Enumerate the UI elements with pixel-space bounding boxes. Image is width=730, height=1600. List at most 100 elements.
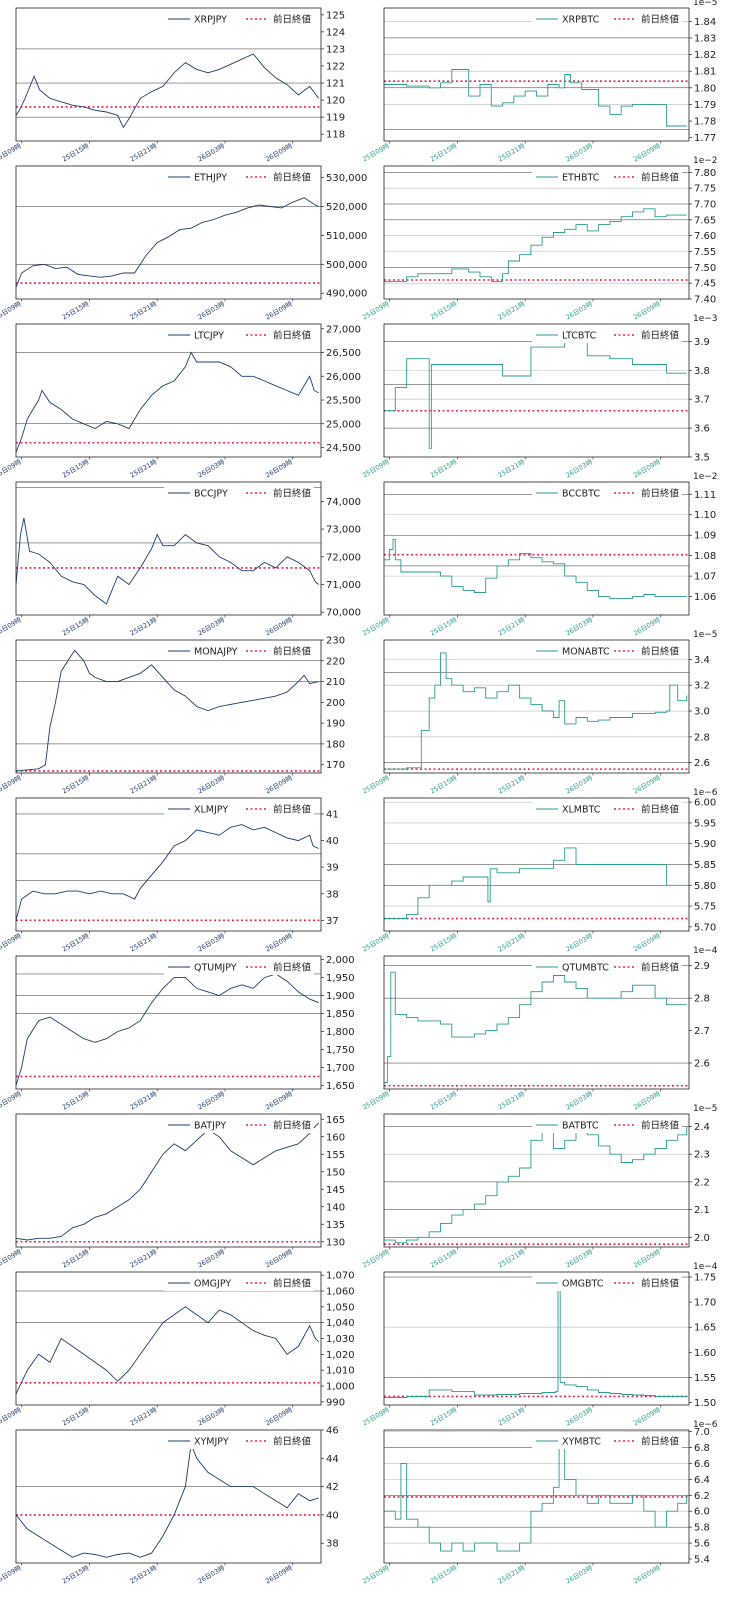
legend-label-series: XYMBTC (562, 1437, 601, 1448)
y-tick-label: 3.8 (694, 366, 710, 377)
y-tick-label: 1,060 (326, 1287, 355, 1298)
y-tick-label: 1.75 (694, 1273, 716, 1284)
plot-frame (383, 1271, 690, 1406)
y-tick-label: 2.9 (694, 961, 710, 972)
x-tick-label: 25日09時 (0, 1406, 23, 1428)
y-tick-label: 3.0 (694, 707, 710, 718)
x-tick-label: 26日09時 (264, 932, 294, 954)
x-tick-label: 25日15時 (61, 932, 91, 954)
legend: OMGBTC 前日終値 (532, 1275, 682, 1291)
x-tick-label: 25日15時 (61, 1090, 91, 1112)
y-tick-label: 150 (326, 1167, 345, 1178)
legend-label-prev-close: 前日終値 (641, 804, 680, 816)
legend-label-series: MONAJPY (194, 647, 238, 658)
y-tick-label: 3.5 (694, 453, 710, 464)
y-tick-label: 123 (326, 44, 345, 55)
y-tick-label: 1,800 (326, 1027, 355, 1038)
y-tick-label: 1.79 (694, 100, 716, 111)
legend-label-prev-close: 前日終値 (641, 1436, 680, 1448)
x-tick-label: 26日09時 (264, 300, 294, 322)
x-tick-label: 25日15時 (61, 300, 91, 322)
legend-label-series: MONABTC (562, 647, 610, 658)
plot-frame (15, 481, 322, 616)
y-tick-label: 42 (326, 1482, 339, 1493)
legend: BCCJPY 前日終値 (164, 485, 314, 501)
legend: MONABTC 前日終値 (532, 643, 682, 659)
chart-batbtc: 2.0 2.1 2.2 2.3 2.4 1e−5 25日09時 25日15時 25日21時 26日… (361, 1104, 717, 1270)
y-tick-label: 1.80 (694, 83, 716, 94)
y-tick-label: 70,000 (326, 608, 361, 619)
y-tick-label: 1,070 (326, 1271, 355, 1282)
y-tick-label: 3.4 (694, 655, 710, 666)
y-tick-label: 1,750 (326, 1045, 355, 1056)
legend-box (164, 327, 314, 343)
y-tick-label: 3.9 (694, 337, 710, 348)
series-line-xymbtc (384, 1439, 688, 1552)
x-tick-label: 26日03時 (196, 616, 226, 638)
legend-box (164, 643, 314, 659)
legend-label-prev-close: 前日終値 (273, 330, 312, 342)
y-tick-label: 1,650 (326, 1081, 355, 1092)
x-tick-label: 25日21時 (497, 774, 527, 796)
y-tick-label: 38 (326, 1539, 339, 1550)
chart-xymjpy: 38 40 42 44 46 25日09時 25日15時 25日21時 26日03時 26日09時… (0, 1426, 339, 1586)
y-tick-label: 530,000 (326, 173, 367, 184)
x-tick-label: 25日09時 (0, 458, 23, 480)
x-tick-label: 25日09時 (0, 300, 23, 322)
x-tick-label: 25日21時 (497, 1406, 527, 1428)
legend-label-series: ETHJPY (194, 173, 227, 184)
x-tick-label: 25日21時 (497, 300, 527, 322)
x-tick-label: 25日21時 (129, 1090, 159, 1112)
legend: LTCJPY 前日終値 (164, 327, 314, 343)
y-tick-label: 3.7 (694, 395, 710, 406)
y-tick-label: 1.78 (694, 117, 716, 128)
chart-ltcjpy: 24,500 25,000 25,500 26,000 26,500 27,000 25日0… (0, 323, 361, 480)
y-tick-label: 1.09 (694, 531, 716, 542)
x-tick-label: 25日09時 (361, 1406, 391, 1428)
y-tick-label: 26,000 (326, 372, 361, 383)
legend-label-prev-close: 前日終値 (273, 962, 312, 974)
legend: XRPJPY 前日終値 (164, 11, 314, 27)
y-tick-label: 2.4 (694, 1122, 710, 1133)
legend-label-series: LTCJPY (194, 331, 224, 342)
y-tick-label: 6.00 (694, 798, 716, 809)
legend: XLMBTC 前日終値 (532, 801, 682, 817)
y-tick-label: 190 (326, 719, 345, 730)
y-tick-label: 1.50 (694, 1398, 716, 1409)
series-line-bccjpy (15, 517, 319, 605)
legend-box (532, 1117, 682, 1133)
plot-frame (383, 1113, 690, 1248)
x-tick-label: 25日09時 (0, 1564, 23, 1586)
chart-bccbtc: 1.06 1.07 1.08 1.09 1.10 1.11 1e−2 25日09時 25日15時… (361, 472, 717, 638)
chart-monajpy: 170 180 190 200 210 220 230 25日09時 25日15時 25日21時 2… (0, 636, 345, 796)
legend-box (532, 1275, 682, 1291)
legend-label-series: BATBTC (562, 1121, 599, 1132)
plot-frame (15, 165, 322, 300)
y-tick-label: 1,040 (326, 1318, 355, 1329)
x-tick-label: 25日09時 (0, 1248, 23, 1270)
legend: XLMJPY 前日終値 (164, 801, 314, 817)
legend: LTCBTC 前日終値 (532, 327, 682, 343)
series-line-omgjpy (15, 1306, 320, 1395)
y-tick-label: 1.06 (694, 592, 716, 603)
x-tick-label: 25日09時 (361, 774, 391, 796)
legend-box (164, 169, 314, 185)
legend-label-series: BCCBTC (562, 489, 600, 500)
legend-label-prev-close: 前日終値 (641, 646, 680, 658)
x-tick-label: 26日09時 (632, 142, 662, 164)
legend-box (532, 485, 682, 501)
x-tick-label: 25日09時 (361, 932, 391, 954)
chart-qtumjpy: 1,650 1,700 1,750 1,800 1,850 1,900 1,950 2,000… (0, 955, 355, 1111)
x-tick-label: 25日09時 (361, 1564, 391, 1586)
y-tick-label: 2.2 (694, 1177, 710, 1188)
x-tick-label: 25日15時 (61, 1564, 91, 1586)
y-tick-label: 230 (326, 636, 345, 647)
y-tick-label: 490,000 (326, 289, 367, 300)
x-tick-label: 25日21時 (129, 774, 159, 796)
chart-omgjpy: 990 1,000 1,010 1,020 1,030 1,040 1,050 1,060 1,… (0, 1271, 355, 1428)
legend-label-series: XRPBTC (562, 15, 600, 26)
series-line-batbtc (384, 1126, 688, 1244)
chart-xymbtc: 5.4 5.6 5.8 6.0 6.2 6.4 6.6 6.8 7.01e−6 25日09時 25日… (361, 1420, 718, 1586)
legend-label-prev-close: 前日終値 (273, 488, 312, 500)
y-tick-label: 1,900 (326, 991, 355, 1002)
